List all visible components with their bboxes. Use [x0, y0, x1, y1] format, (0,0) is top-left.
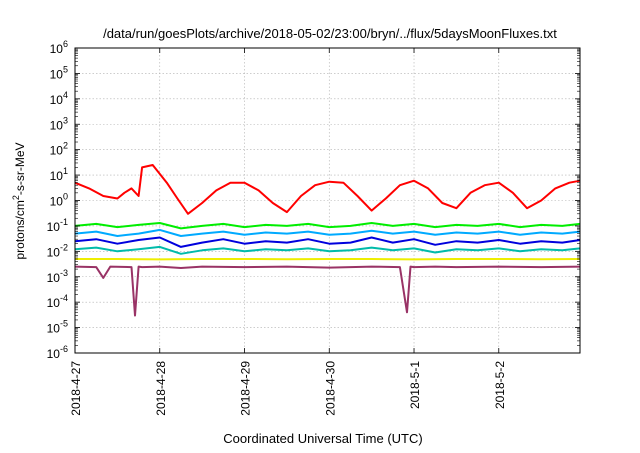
x-tick-label: 2018-5-1	[408, 361, 422, 409]
series-line-5	[75, 247, 580, 254]
y-tick-label: 106	[50, 39, 68, 56]
y-axis-label: protons/cm2-s-sr-MeV	[11, 142, 27, 259]
y-tick-label: 10-5	[47, 319, 68, 336]
y-tick-label: 101	[50, 166, 68, 183]
y-tick-label: 10-6	[47, 344, 68, 361]
series-line-4	[75, 238, 580, 247]
y-tick-label: 10-2	[47, 242, 68, 259]
y-axis-label-prefix: protons/cm	[13, 200, 27, 259]
grid-lines	[75, 48, 580, 353]
x-tick-label: 2018-4-30	[323, 361, 337, 416]
chart-title: /data/run/goesPlots/archive/2018-05-02/2…	[103, 26, 557, 41]
axis-ticks: 10-6 10-5 10-4 10-3 10-2 10-1 100 101 102 103 104 1…	[47, 39, 580, 416]
y-tick-label: 105	[50, 64, 68, 81]
x-tick-label: 2018-5-2	[493, 361, 507, 409]
y-tick-label: 10-1	[47, 217, 68, 234]
x-tick-label: 2018-4-27	[69, 361, 83, 416]
x-tick-label: 2018-4-28	[154, 361, 168, 416]
y-tick-label: 102	[50, 141, 68, 158]
x-tick-label: 2018-4-29	[239, 361, 253, 416]
y-tick-label: 103	[50, 115, 68, 132]
y-tick-label: 10-3	[47, 268, 68, 285]
series-lines	[75, 165, 580, 316]
series-line-7	[75, 267, 580, 316]
y-axis-label-suffix: -s-sr-MeV	[13, 142, 27, 195]
y-tick-label: 10-4	[47, 293, 68, 310]
series-line-1	[75, 165, 580, 214]
x-axis-label: Coordinated Universal Time (UTC)	[223, 431, 422, 446]
series-line-3	[75, 230, 580, 236]
y-tick-label: 104	[50, 90, 68, 107]
y-tick-label: 100	[50, 192, 68, 209]
